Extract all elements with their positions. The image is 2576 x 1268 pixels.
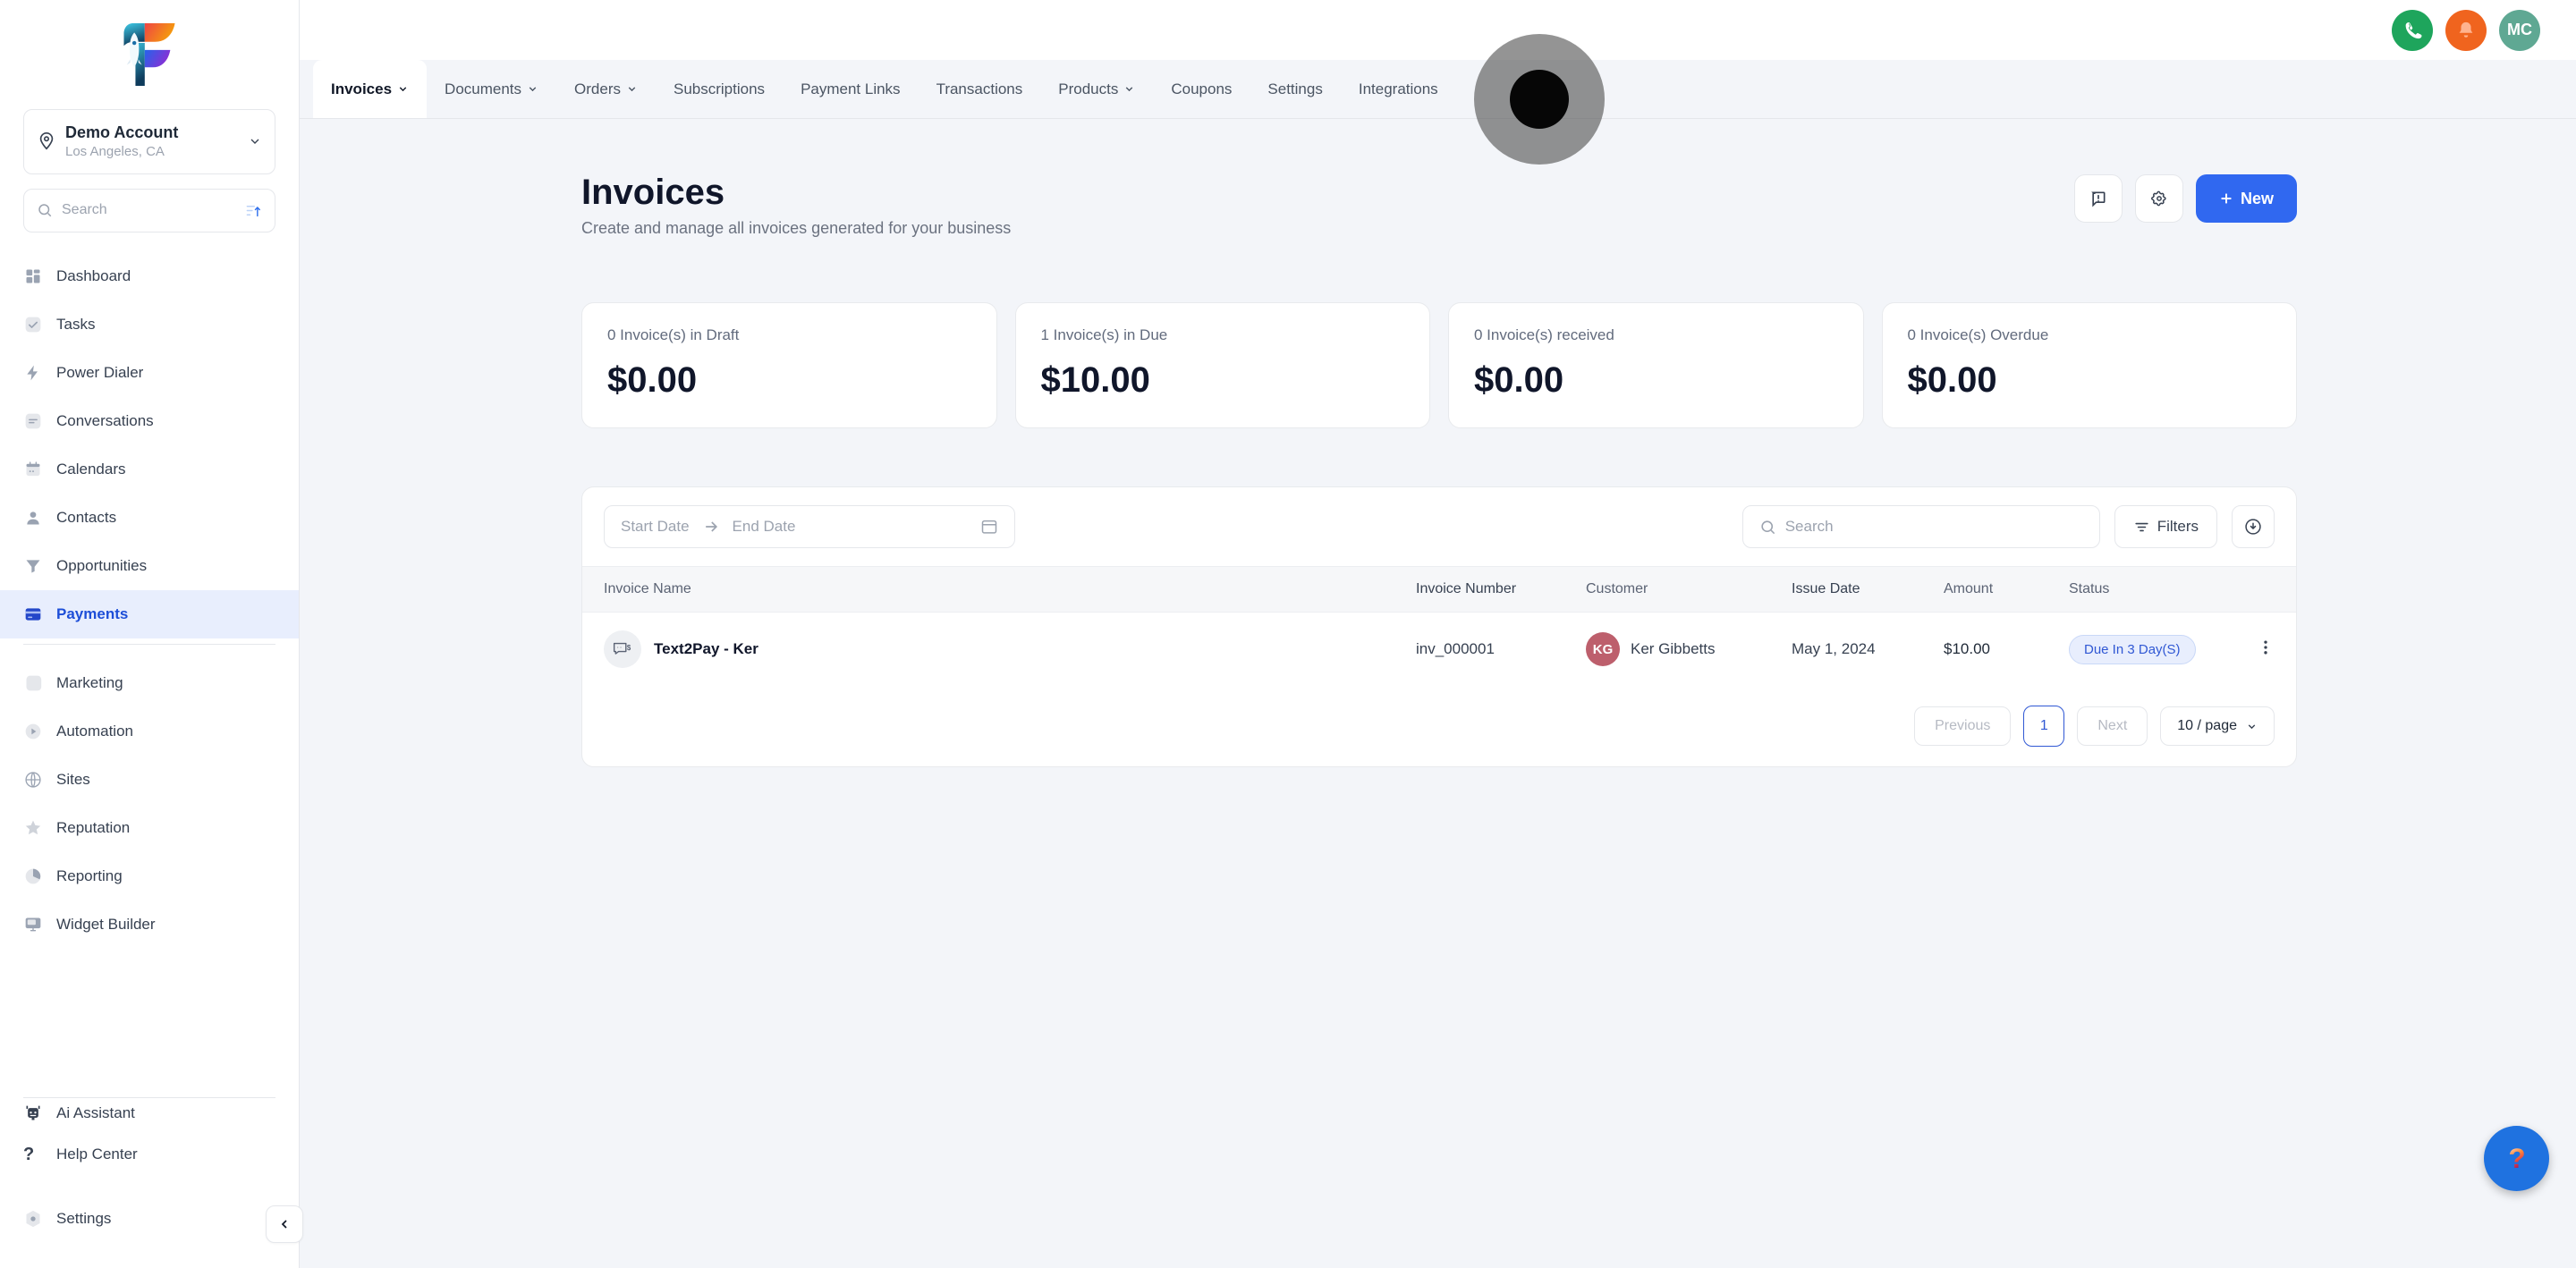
svg-text:$: $ [626,643,631,651]
svg-text:?: ? [2508,1144,2525,1174]
